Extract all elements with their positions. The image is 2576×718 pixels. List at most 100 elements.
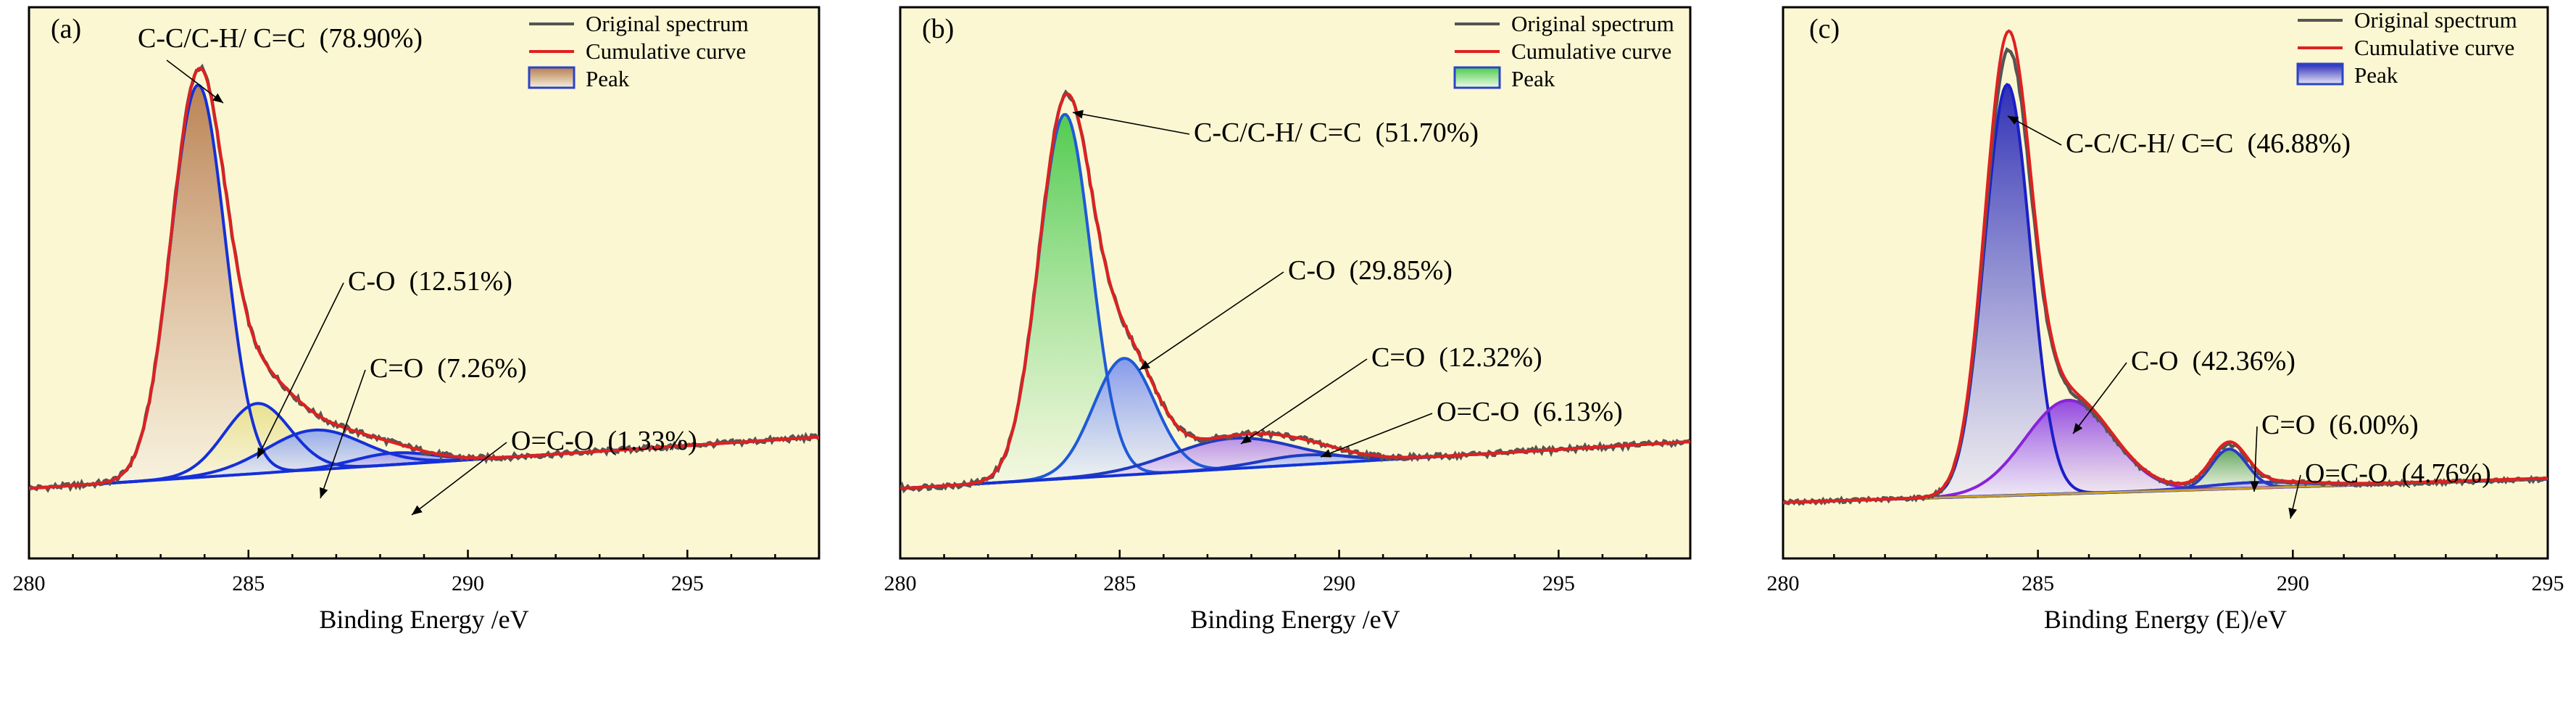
peak-percent: 46.88% [2256,128,2341,159]
peak-annotation: C-O (12.51%) [348,266,512,297]
peak-label: C-C/C-H/ C=C [2066,128,2234,159]
peak-annotation: O=C-O (4.76%) [2305,458,2491,489]
peak-fill-2 [958,438,1510,485]
peak-fill-0 [947,114,1183,486]
annotation-arrowhead [1073,110,1084,119]
annotation-leader [320,369,366,499]
panel-label: (b) [922,14,954,44]
peak-percent: 12.32% [1448,342,1533,373]
legend-cumulative-label: Cumulative curve [2354,35,2514,60]
peak-label: C-O [2131,346,2178,376]
annotation-leader [1240,358,1368,445]
peak-fill-0 [1905,84,2109,499]
peak-label: C-C/C-H/ C=C [138,23,306,54]
peak-percent: 78.90% [328,23,413,54]
x-axis-title: Binding Energy (E)/eV [2044,605,2287,634]
annotation-arrowhead [1241,434,1252,444]
peak-label: C=O [1371,342,1425,373]
x-tick-label: 280 [884,571,917,595]
annotation-arrowhead [1321,449,1332,458]
peak-label: C-C/C-H/ C=C [1194,117,1362,148]
panel-b: 280 285 290 295 Binding Energy /eV (b) C-C/C-H… [884,6,1692,634]
annotation-arrowhead [1139,360,1150,370]
plot-area [1782,6,2549,560]
legend-cumulative-label: Cumulative curve [1511,38,1671,64]
panel-a: 280 285 290 295 Binding Energy /eV (a) C-C/C-H… [13,6,820,634]
annotation-leader [257,282,344,459]
legend-original-label: Original spectrum [1511,11,1674,36]
x-tick-label: 280 [13,571,46,595]
legend-peak-label: Peak [1511,66,1555,91]
panel-c: 280 285 290 295 Binding Energy (E)/eV (c) C-C/… [1767,6,2564,634]
peak-fill-0 [75,85,319,486]
peak-annotation: C-O (29.85%) [1288,255,1453,286]
x-tick-label: 295 [671,571,704,595]
peak-fill-1 [986,358,1262,484]
peak-fill-2 [2148,449,2309,492]
legend-original-label: Original spectrum [2354,7,2517,33]
panel-label: (c) [1809,14,1840,44]
legend-peak-label: Peak [586,66,630,91]
legend-peak-swatch [528,66,576,89]
annotation-leader [2253,426,2258,492]
annotation-arrowhead [319,487,328,498]
annotation-leader [2007,115,2062,146]
annotation-leader [1320,413,1433,458]
x-tick-label: 290 [1323,571,1355,595]
annotation-arrowhead [257,447,266,458]
x-axis-title: Binding Energy /eV [1190,605,1400,634]
peak-fill-1 [1874,400,2262,500]
cumulative-curve-line [1783,29,2548,504]
peak-percent: 6.00% [2338,410,2409,440]
peak-percent: 7.26% [446,353,518,384]
cumulative-curve-line [29,66,819,490]
legend-peak-swatch [2296,62,2344,86]
legend-peak-label: Peak [2354,62,2398,88]
peak-annotation: O=C-O (6.13%) [1437,397,1623,427]
annotation-arrowhead [2250,481,2259,492]
legend-original-label: Original spectrum [586,11,749,36]
peak-annotation: C-O (42.36%) [2131,346,2295,376]
annotation-leader [1072,112,1190,135]
x-tick-label: 285 [232,571,265,595]
annotation-leader [2072,362,2127,434]
peak-label: C=O [2261,410,2315,440]
x-tick-label: 290 [2277,571,2309,595]
annotation-leader [411,442,507,516]
peak-percent: 42.36% [2201,346,2286,376]
peak-fill-2 [99,429,531,484]
peak-annotation: C-C/C-H/ C=C (46.88%) [2066,128,2351,159]
peak-percent: 1.33% [617,426,688,456]
annotation-leader [166,59,224,104]
peak-percent: 12.51% [418,266,503,297]
legend-cumulative-label: Cumulative curve [586,38,746,64]
cumulative-curve-line [900,92,1690,490]
peak-annotation: C=O (7.26%) [370,353,527,384]
peak-label: O=C-O [2305,458,2388,489]
peak-annotation: C=O (12.32%) [1371,342,1542,373]
peak-percent: 6.13% [1542,397,1613,427]
x-tick-label: 285 [2022,571,2054,595]
legend-peak-swatch [1453,66,1501,89]
peak-annotation: C=O (6.00%) [2261,410,2419,440]
annotation-leader [1139,271,1284,371]
x-tick-label: 295 [1542,571,1575,595]
peak-percent: 4.76% [2411,458,2482,489]
x-tick-label: 285 [1103,571,1136,595]
peak-label: C=O [370,353,423,384]
peak-label: C-O [348,266,395,297]
peak-annotation: C-C/C-H/ C=C (51.70%) [1194,117,1479,148]
peak-annotation: C-C/C-H/ C=C (78.90%) [138,23,423,54]
x-axis-title: Binding Energy /eV [319,605,528,634]
peak-percent: 51.70% [1384,117,1469,148]
annotation-arrowhead [2288,508,2298,519]
peak-label: O=C-O [511,426,594,456]
annotation-arrowhead [212,93,223,103]
x-tick-label: 290 [452,571,484,595]
peak-percent: 29.85% [1358,255,1443,286]
peak-annotation: O=C-O (1.33%) [511,426,697,456]
